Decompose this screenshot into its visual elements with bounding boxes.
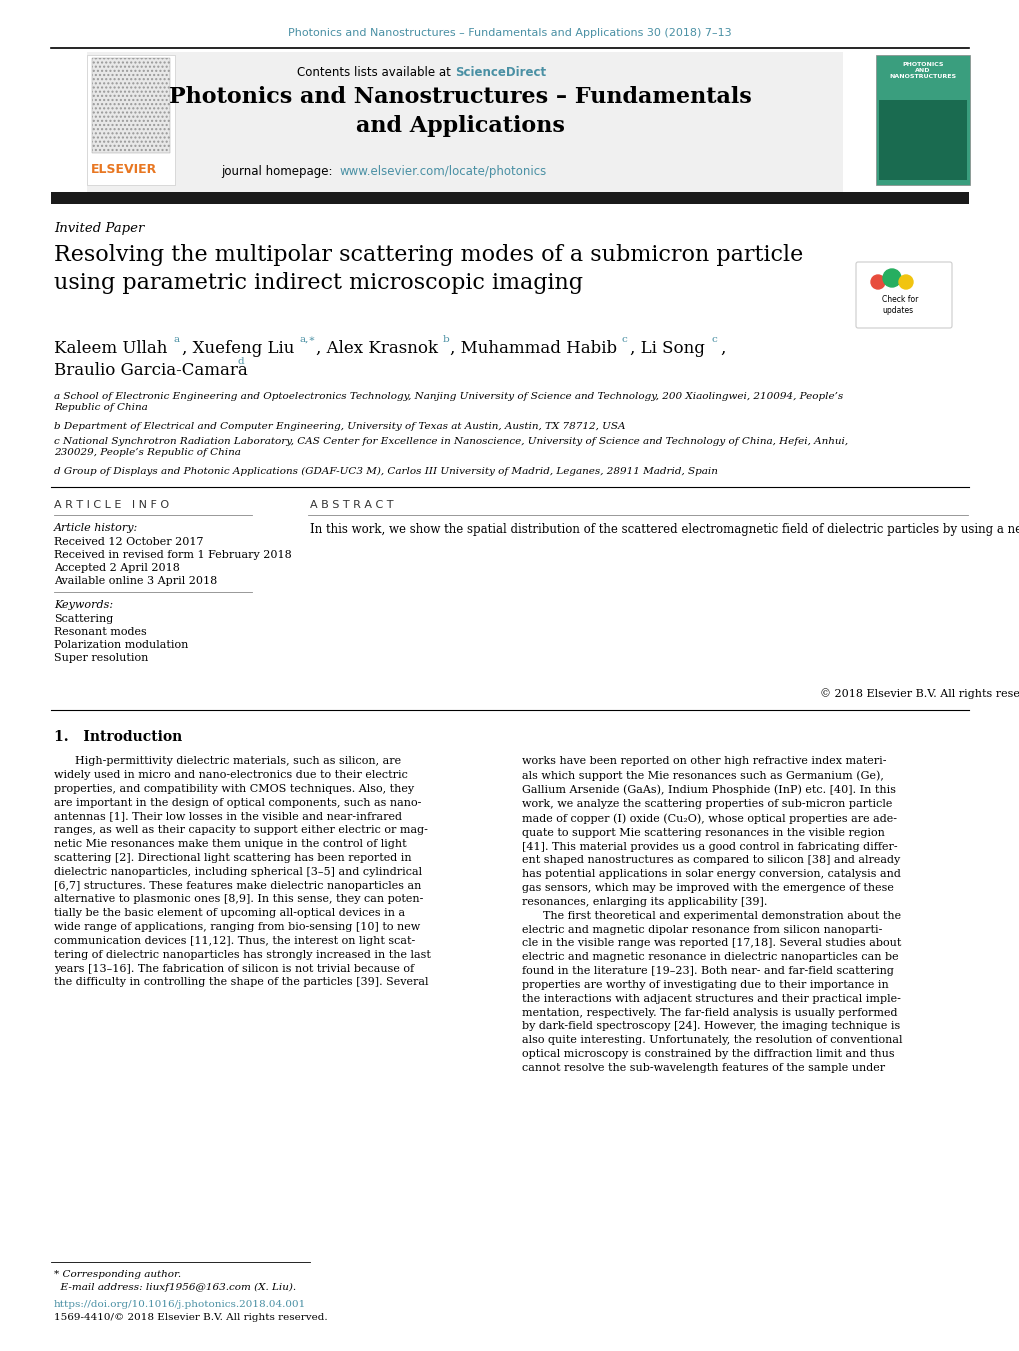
Text: ScienceDirect: ScienceDirect — [454, 66, 545, 78]
Text: Scattering: Scattering — [54, 613, 113, 624]
Text: 1569-4410/© 2018 Elsevier B.V. All rights reserved.: 1569-4410/© 2018 Elsevier B.V. All right… — [54, 1313, 327, 1323]
FancyBboxPatch shape — [855, 262, 951, 328]
Text: Received in revised form 1 February 2018: Received in revised form 1 February 2018 — [54, 550, 291, 561]
Bar — [878, 100, 966, 180]
Text: a: a — [174, 335, 180, 345]
Text: c National Synchrotron Radiation Laboratory, CAS Center for Excellence in Nanosc: c National Synchrotron Radiation Laborat… — [54, 436, 847, 458]
Text: High-permittivity dielectric materials, such as silicon, are
widely used in micr: High-permittivity dielectric materials, … — [54, 757, 430, 988]
Text: * Corresponding author.: * Corresponding author. — [54, 1270, 181, 1279]
Text: In this work, we show the spatial distribution of the scattered electromagnetic : In this work, we show the spatial distri… — [310, 523, 1019, 536]
Text: A B S T R A C T: A B S T R A C T — [310, 500, 393, 509]
Bar — [87, 55, 175, 185]
Text: A R T I C L E   I N F O: A R T I C L E I N F O — [54, 500, 169, 509]
Text: Available online 3 April 2018: Available online 3 April 2018 — [54, 576, 217, 586]
Text: Super resolution: Super resolution — [54, 653, 148, 663]
Text: , Xuefeng Liu: , Xuefeng Liu — [181, 340, 294, 357]
Bar — [51, 192, 968, 204]
Bar — [92, 58, 170, 153]
Text: a,∗: a,∗ — [300, 335, 316, 345]
Text: d: d — [237, 357, 245, 366]
Text: Keywords:: Keywords: — [54, 600, 113, 611]
Text: journal homepage:: journal homepage: — [221, 165, 339, 178]
Text: E-mail address: liuxf1956@163.com (X. Liu).: E-mail address: liuxf1956@163.com (X. Li… — [54, 1283, 296, 1292]
Text: Kaleem Ullah: Kaleem Ullah — [54, 340, 167, 357]
Text: , Muhammad Habib: , Muhammad Habib — [449, 340, 616, 357]
Text: ELSEVIER: ELSEVIER — [91, 163, 157, 176]
Text: Contents lists available at: Contents lists available at — [298, 66, 454, 78]
Text: a School of Electronic Engineering and Optoelectronics Technology, Nanjing Unive: a School of Electronic Engineering and O… — [54, 392, 843, 412]
Text: Resonant modes: Resonant modes — [54, 627, 147, 638]
Text: Polarization modulation: Polarization modulation — [54, 640, 189, 650]
Bar — [87, 51, 842, 192]
Text: Invited Paper: Invited Paper — [54, 222, 145, 235]
Circle shape — [870, 276, 884, 289]
Text: PHOTONICS
AND
NANOSTRUCTURES: PHOTONICS AND NANOSTRUCTURES — [889, 62, 956, 78]
Text: Photonics and Nanostructures – Fundamentals
and Applications: Photonics and Nanostructures – Fundament… — [168, 86, 751, 136]
Text: © 2018 Elsevier B.V. All rights reserved.: © 2018 Elsevier B.V. All rights reserved… — [819, 688, 1019, 698]
Text: d Group of Displays and Photonic Applications (GDAF-UC3 M), Carlos III Universit: d Group of Displays and Photonic Applica… — [54, 467, 717, 476]
Text: www.elsevier.com/locate/photonics: www.elsevier.com/locate/photonics — [339, 165, 547, 178]
Text: c: c — [711, 335, 717, 345]
Text: 1.   Introduction: 1. Introduction — [54, 730, 182, 744]
Text: b Department of Electrical and Computer Engineering, University of Texas at Aust: b Department of Electrical and Computer … — [54, 422, 625, 431]
Text: c: c — [622, 335, 627, 345]
Text: Article history:: Article history: — [54, 523, 139, 534]
Text: Check for
updates: Check for updates — [881, 295, 917, 315]
Text: https://doi.org/10.1016/j.photonics.2018.04.001: https://doi.org/10.1016/j.photonics.2018… — [54, 1300, 306, 1309]
Text: , Li Song: , Li Song — [630, 340, 704, 357]
Text: works have been reported on other high refractive index materi-
als which suppor: works have been reported on other high r… — [522, 757, 902, 1073]
Text: Accepted 2 April 2018: Accepted 2 April 2018 — [54, 563, 179, 573]
Text: ,: , — [719, 340, 725, 357]
Text: Fundamentals and Applications: Fundamentals and Applications — [883, 108, 961, 113]
Circle shape — [898, 276, 912, 289]
Text: Braulio Garcia-Camara: Braulio Garcia-Camara — [54, 362, 248, 380]
Circle shape — [882, 269, 900, 286]
Text: Resolving the multipolar scattering modes of a submicron particle
using parametr: Resolving the multipolar scattering mode… — [54, 245, 803, 295]
Text: b: b — [442, 335, 449, 345]
Text: Photonics and Nanostructures – Fundamentals and Applications 30 (2018) 7–13: Photonics and Nanostructures – Fundament… — [288, 28, 731, 38]
Bar — [875, 55, 969, 185]
Text: , Alex Krasnok: , Alex Krasnok — [316, 340, 437, 357]
Text: Received 12 October 2017: Received 12 October 2017 — [54, 536, 204, 547]
